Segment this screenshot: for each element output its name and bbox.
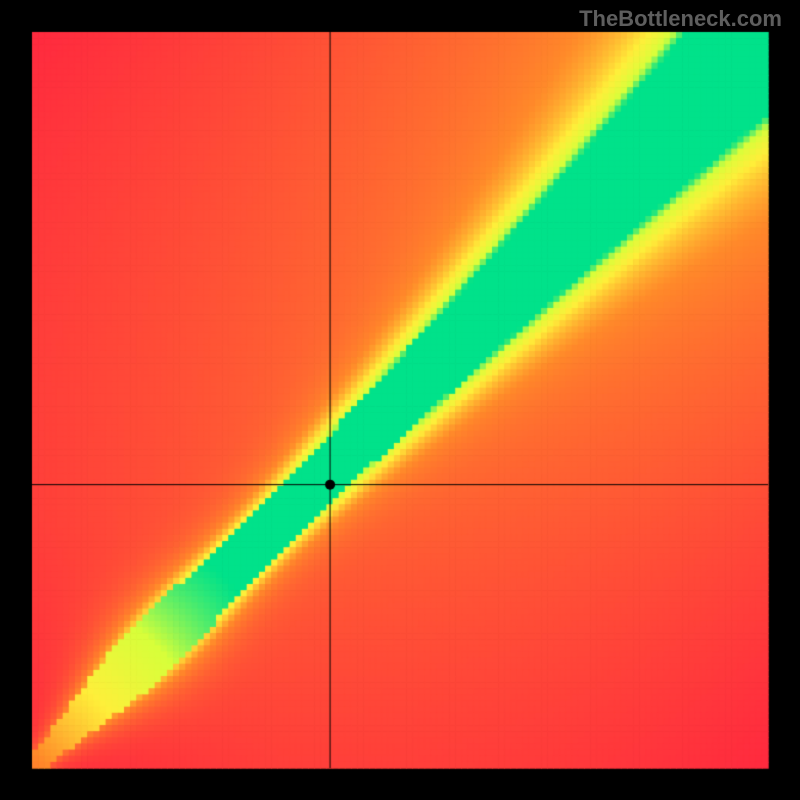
chart-container: TheBottleneck.com <box>0 0 800 800</box>
heatmap-canvas <box>0 0 800 800</box>
watermark-text: TheBottleneck.com <box>579 6 782 32</box>
